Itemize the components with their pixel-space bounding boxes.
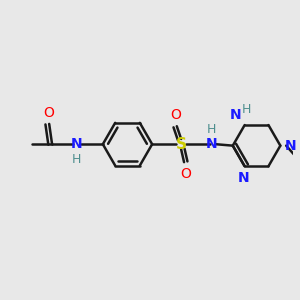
Text: N: N	[285, 139, 296, 153]
Text: N: N	[230, 108, 242, 122]
Text: O: O	[180, 167, 191, 181]
Text: N: N	[206, 137, 218, 151]
Text: H: H	[72, 154, 81, 166]
Text: N: N	[237, 171, 249, 184]
Text: O: O	[170, 108, 181, 122]
Text: H: H	[207, 123, 216, 136]
Text: H: H	[242, 103, 251, 116]
Text: O: O	[44, 106, 55, 120]
Text: S: S	[176, 137, 187, 152]
Text: N: N	[71, 137, 82, 151]
